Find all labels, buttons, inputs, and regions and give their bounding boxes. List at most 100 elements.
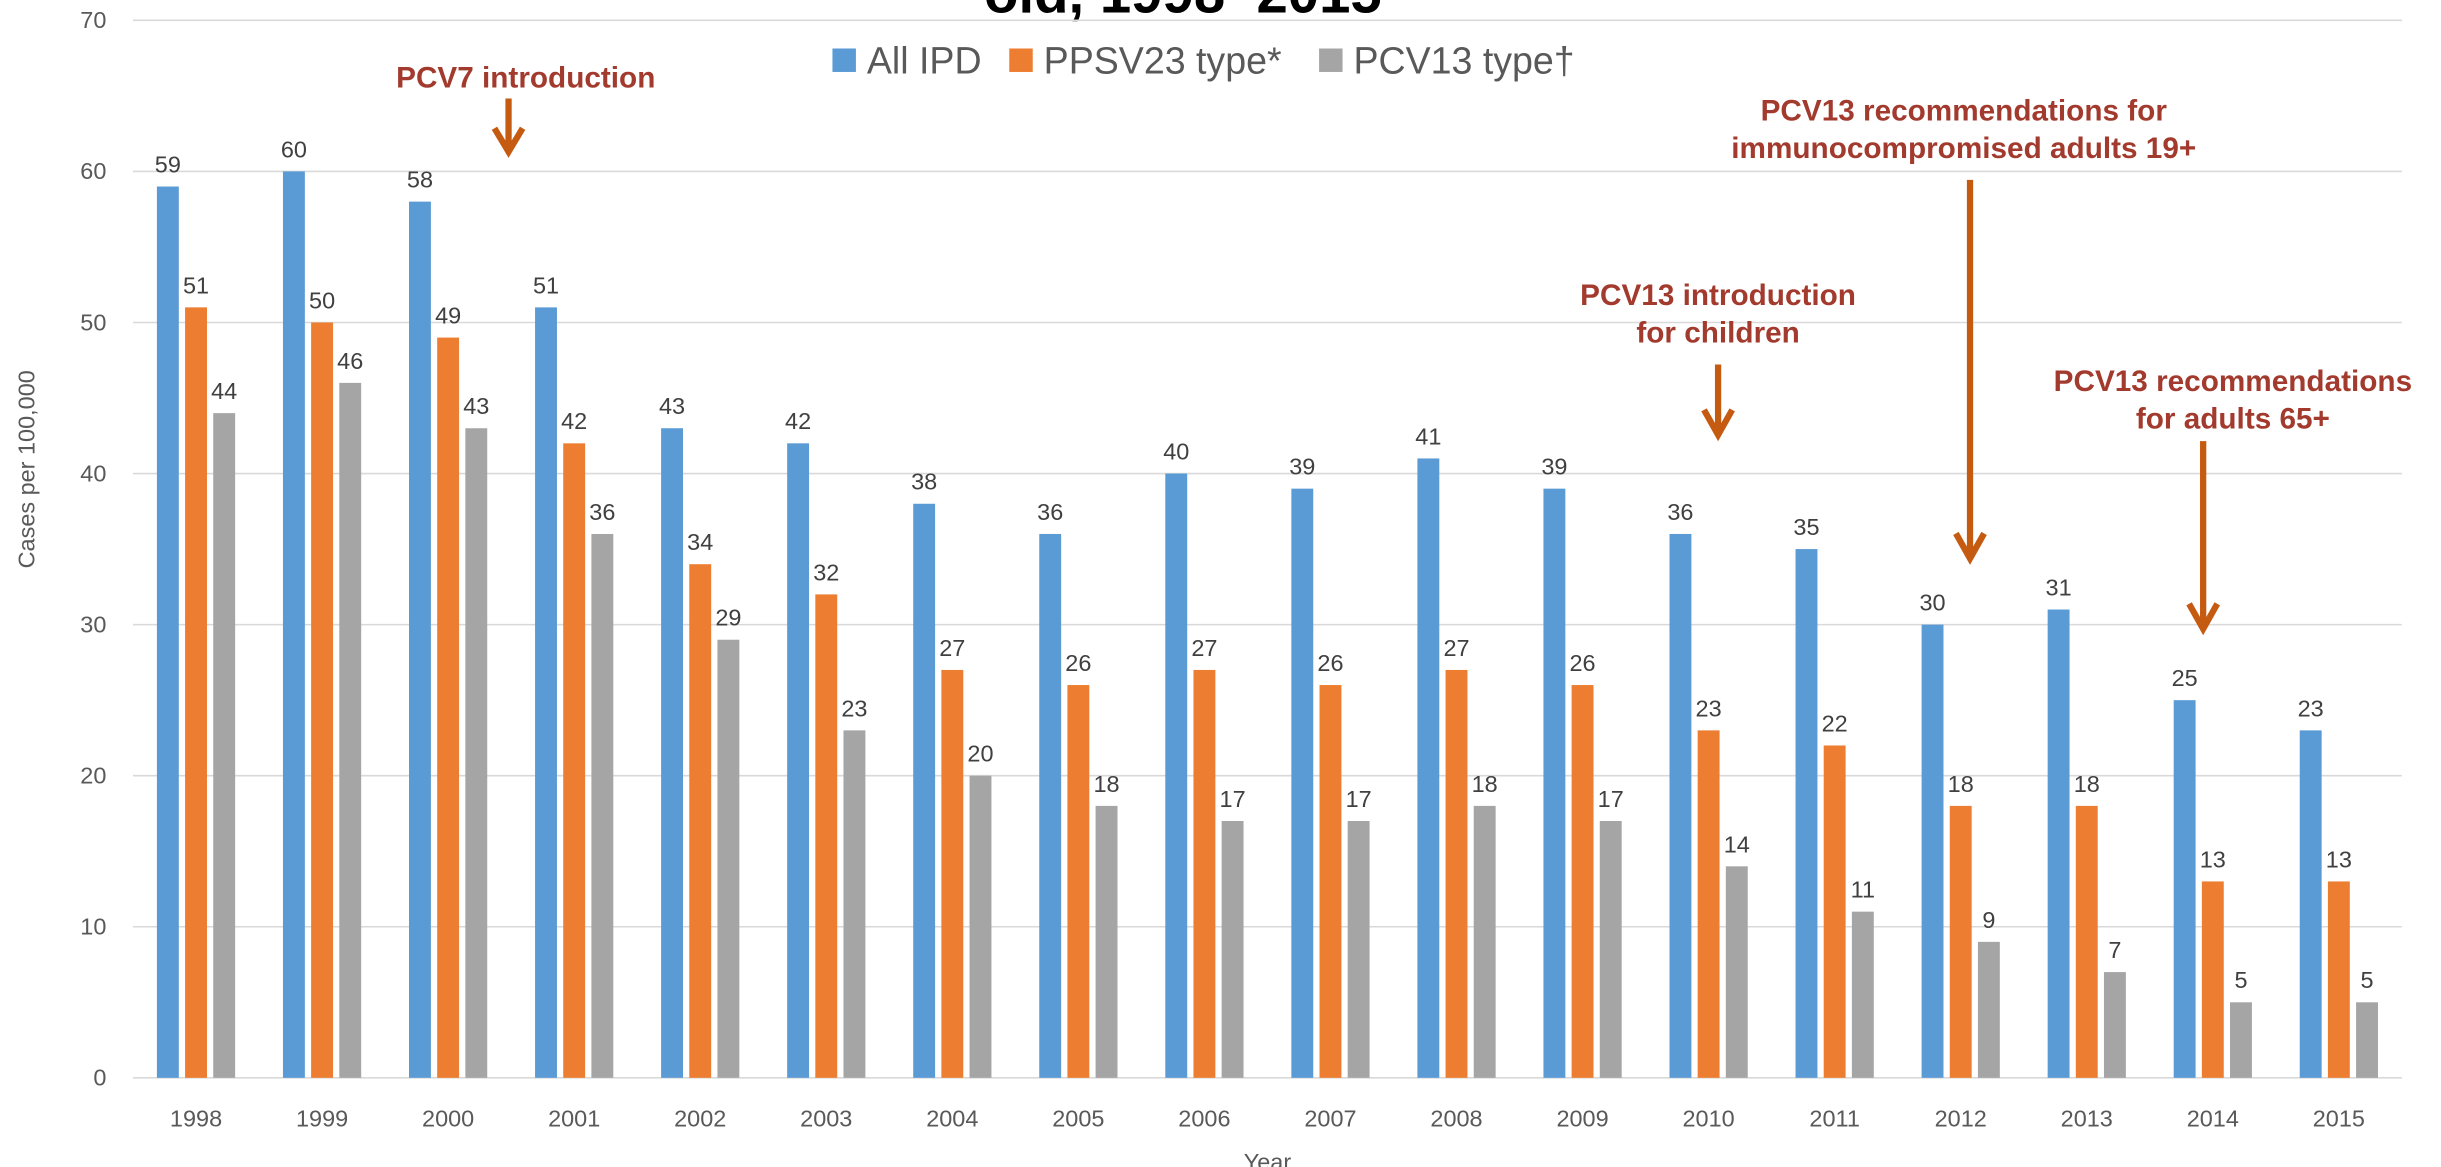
bar bbox=[2356, 1002, 2378, 1078]
value-label: 25 bbox=[2172, 665, 2198, 691]
y-tick-label: 40 bbox=[80, 460, 106, 486]
bar bbox=[1347, 821, 1370, 1078]
bar bbox=[1795, 549, 1818, 1078]
annotation: PCV13 recommendations for bbox=[1761, 94, 2168, 127]
bar bbox=[2173, 700, 2196, 1078]
x-tick-label: 2008 bbox=[1430, 1105, 1482, 1131]
value-label: 36 bbox=[1037, 499, 1063, 525]
value-label: 51 bbox=[533, 272, 559, 298]
value-label: 39 bbox=[1289, 454, 1315, 480]
legend-swatch bbox=[1009, 48, 1033, 72]
bar bbox=[1599, 821, 1622, 1078]
bar bbox=[1165, 473, 1188, 1078]
value-label: 35 bbox=[1793, 514, 1819, 540]
value-label: 9 bbox=[1982, 907, 1995, 933]
value-label: 23 bbox=[841, 695, 867, 721]
bar bbox=[787, 443, 810, 1078]
value-label: 18 bbox=[2074, 771, 2100, 797]
x-tick-label: 1999 bbox=[296, 1105, 348, 1131]
x-tick-label: 2007 bbox=[1304, 1105, 1356, 1131]
bar bbox=[1543, 488, 1566, 1078]
x-tick-label: 2012 bbox=[1935, 1105, 1987, 1131]
value-label: 34 bbox=[687, 529, 713, 555]
value-label: 26 bbox=[1317, 650, 1343, 676]
x-tick-label: 2015 bbox=[2313, 1105, 2365, 1131]
y-tick-label: 30 bbox=[80, 611, 106, 637]
bar bbox=[1949, 805, 1972, 1078]
x-tick-label: 2002 bbox=[674, 1105, 726, 1131]
bar bbox=[913, 503, 936, 1078]
value-label: 41 bbox=[1415, 423, 1441, 449]
bar bbox=[2075, 805, 2098, 1078]
bar bbox=[1473, 805, 1496, 1078]
value-label: 42 bbox=[561, 408, 587, 434]
value-label: 36 bbox=[589, 499, 615, 525]
bar bbox=[409, 201, 431, 1078]
value-label: 18 bbox=[1093, 771, 1119, 797]
bar bbox=[941, 669, 964, 1078]
bar bbox=[1823, 745, 1846, 1078]
bar bbox=[1697, 730, 1720, 1078]
annotation: PCV7 introduction bbox=[396, 62, 655, 95]
value-label: 27 bbox=[939, 635, 965, 661]
bar bbox=[1977, 941, 2000, 1078]
bar bbox=[1851, 911, 1874, 1078]
bar bbox=[185, 307, 207, 1078]
value-label: 49 bbox=[435, 303, 461, 329]
x-tick-label: 2004 bbox=[926, 1105, 978, 1131]
bar bbox=[339, 382, 362, 1078]
bar bbox=[1291, 488, 1314, 1078]
annotation: PCV13 recommendations bbox=[2054, 365, 2412, 398]
value-label: 26 bbox=[1570, 650, 1596, 676]
x-tick-label: 2014 bbox=[2187, 1105, 2239, 1131]
value-label: 27 bbox=[1191, 635, 1217, 661]
value-label: 20 bbox=[967, 741, 993, 767]
bar bbox=[1319, 685, 1342, 1078]
value-label: 13 bbox=[2200, 846, 2226, 872]
bar bbox=[563, 443, 586, 1078]
legend-label: All IPD bbox=[867, 40, 982, 82]
value-label: 43 bbox=[463, 393, 489, 419]
value-label: 22 bbox=[1822, 710, 1848, 736]
bar bbox=[311, 322, 334, 1078]
value-label: 38 bbox=[911, 469, 937, 495]
value-label: 44 bbox=[211, 378, 237, 404]
value-label: 23 bbox=[1696, 695, 1722, 721]
value-label: 14 bbox=[1724, 831, 1750, 857]
value-label: 5 bbox=[2360, 967, 2373, 993]
bar bbox=[1417, 458, 1440, 1078]
bar bbox=[1067, 685, 1090, 1078]
value-label: 42 bbox=[785, 408, 811, 434]
x-axis-label: Year bbox=[1244, 1149, 1292, 1167]
value-label: 58 bbox=[407, 167, 433, 193]
bar bbox=[2299, 730, 2322, 1078]
y-axis-label: Cases per 100,000 bbox=[13, 370, 39, 568]
value-label: 31 bbox=[2046, 574, 2072, 600]
value-label: 50 bbox=[309, 287, 335, 313]
bar bbox=[591, 533, 614, 1078]
bar bbox=[213, 413, 236, 1078]
bar bbox=[717, 639, 740, 1078]
bar bbox=[1039, 533, 1062, 1078]
bar bbox=[815, 594, 838, 1078]
legend-swatch bbox=[1319, 48, 1343, 72]
value-label: 32 bbox=[813, 559, 839, 585]
bar bbox=[2327, 881, 2350, 1078]
bar bbox=[969, 775, 992, 1078]
annotation: for adults 65+ bbox=[2136, 403, 2330, 436]
x-tick-label: 2003 bbox=[800, 1105, 852, 1131]
value-label: 36 bbox=[1667, 499, 1693, 525]
bar bbox=[2103, 972, 2126, 1078]
bar bbox=[156, 186, 179, 1078]
x-tick-label: 2011 bbox=[1809, 1105, 1859, 1131]
bar bbox=[661, 428, 684, 1078]
bar bbox=[2230, 1002, 2252, 1078]
x-tick-label: 2010 bbox=[1683, 1105, 1735, 1131]
x-tick-label: 2009 bbox=[1556, 1105, 1608, 1131]
bar bbox=[437, 337, 460, 1078]
value-label: 39 bbox=[1541, 454, 1567, 480]
x-tick-label: 2000 bbox=[422, 1105, 474, 1131]
bar bbox=[535, 307, 557, 1078]
annotation: for children bbox=[1636, 317, 1799, 350]
